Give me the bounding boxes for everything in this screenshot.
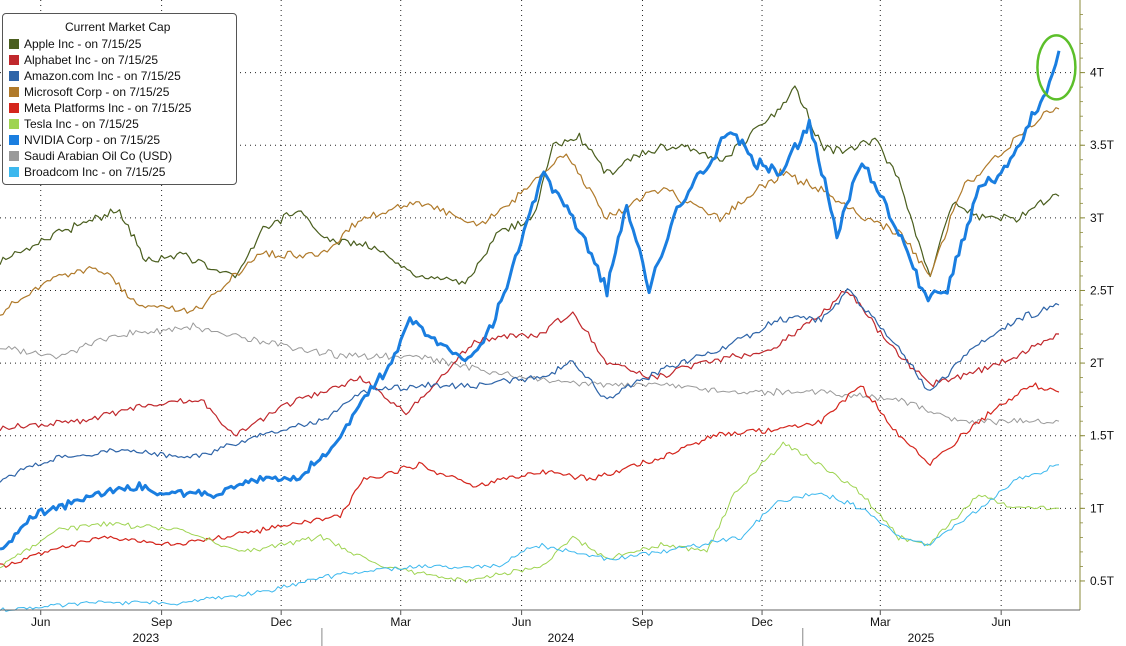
legend-swatch bbox=[9, 103, 19, 113]
x-tick-label: Dec bbox=[270, 615, 291, 629]
x-tick-label: Sep bbox=[632, 615, 654, 629]
legend-label: Saudi Arabian Oil Co (USD) bbox=[24, 149, 173, 163]
legend-label: Broadcom Inc - on 7/15/25 bbox=[24, 165, 166, 179]
y-tick-label: 1.5T bbox=[1090, 429, 1115, 443]
x-tick-label: Jun bbox=[512, 615, 531, 629]
x-tick-label: Sep bbox=[151, 615, 173, 629]
y-tick-label: 3T bbox=[1090, 211, 1105, 225]
x-tick-label: Jun bbox=[991, 615, 1010, 629]
grid bbox=[0, 0, 1080, 610]
legend-item: Tesla Inc - on 7/15/25 bbox=[9, 116, 230, 132]
series-line bbox=[0, 288, 1060, 483]
legend-swatch bbox=[9, 39, 19, 49]
series-line bbox=[0, 441, 1060, 584]
year-label: 2024 bbox=[548, 631, 575, 645]
legend-swatch bbox=[9, 135, 19, 145]
legend-item: Amazon.com Inc - on 7/15/25 bbox=[9, 68, 230, 84]
year-label: 2025 bbox=[908, 631, 935, 645]
legend: Current Market Cap Apple Inc - on 7/15/2… bbox=[2, 13, 237, 185]
legend-label: Alphabet Inc - on 7/15/25 bbox=[24, 53, 159, 67]
series-line bbox=[0, 382, 1060, 568]
year-label: 2023 bbox=[132, 631, 159, 645]
legend-label: Microsoft Corp - on 7/15/25 bbox=[24, 85, 170, 99]
y-tick-label: 2T bbox=[1090, 356, 1105, 370]
legend-swatch bbox=[9, 71, 19, 81]
x-tick-label: Mar bbox=[390, 615, 411, 629]
annotation-layer bbox=[1036, 34, 1077, 101]
series-line bbox=[0, 107, 1060, 316]
legend-swatch bbox=[9, 87, 19, 97]
legend-label: Tesla Inc - on 7/15/25 bbox=[24, 117, 139, 131]
legend-item: Meta Platforms Inc - on 7/15/25 bbox=[9, 100, 230, 116]
legend-item: Alphabet Inc - on 7/15/25 bbox=[9, 52, 230, 68]
legend-label: NVIDIA Corp - on 7/15/25 bbox=[24, 133, 161, 147]
y-tick-label: 1T bbox=[1090, 501, 1105, 515]
x-tick-label: Jun bbox=[31, 615, 50, 629]
x-tick-label: Mar bbox=[870, 615, 891, 629]
legend-item: NVIDIA Corp - on 7/15/25 bbox=[9, 132, 230, 148]
series-line bbox=[0, 464, 1060, 612]
legend-swatch bbox=[9, 119, 19, 129]
series-layer bbox=[0, 50, 1061, 612]
series-line bbox=[0, 50, 1061, 551]
y-tick-label: 4T bbox=[1090, 66, 1105, 80]
legend-item: Apple Inc - on 7/15/25 bbox=[9, 36, 230, 52]
y-tick-label: 3.5T bbox=[1090, 138, 1115, 152]
highlight-ellipse bbox=[1036, 34, 1077, 101]
x-tick-label: Dec bbox=[751, 615, 772, 629]
legend-swatch bbox=[9, 167, 19, 177]
legend-item: Broadcom Inc - on 7/15/25 bbox=[9, 164, 230, 180]
series-line bbox=[0, 290, 1060, 437]
legend-swatch bbox=[9, 151, 19, 161]
legend-label: Meta Platforms Inc - on 7/15/25 bbox=[24, 101, 192, 115]
series-line bbox=[0, 85, 1060, 285]
legend-label: Amazon.com Inc - on 7/15/25 bbox=[24, 69, 181, 83]
y-tick-label: 2.5T bbox=[1090, 283, 1115, 297]
legend-item: Microsoft Corp - on 7/15/25 bbox=[9, 84, 230, 100]
legend-title: Current Market Cap bbox=[65, 20, 171, 34]
y-tick-label: 0.5T bbox=[1090, 574, 1115, 588]
legend-items: Apple Inc - on 7/15/25 Alphabet Inc - on … bbox=[9, 36, 230, 180]
series-line bbox=[0, 322, 1060, 426]
legend-label: Apple Inc - on 7/15/25 bbox=[24, 37, 142, 51]
legend-swatch bbox=[9, 55, 19, 65]
legend-item: Saudi Arabian Oil Co (USD) bbox=[9, 148, 230, 164]
